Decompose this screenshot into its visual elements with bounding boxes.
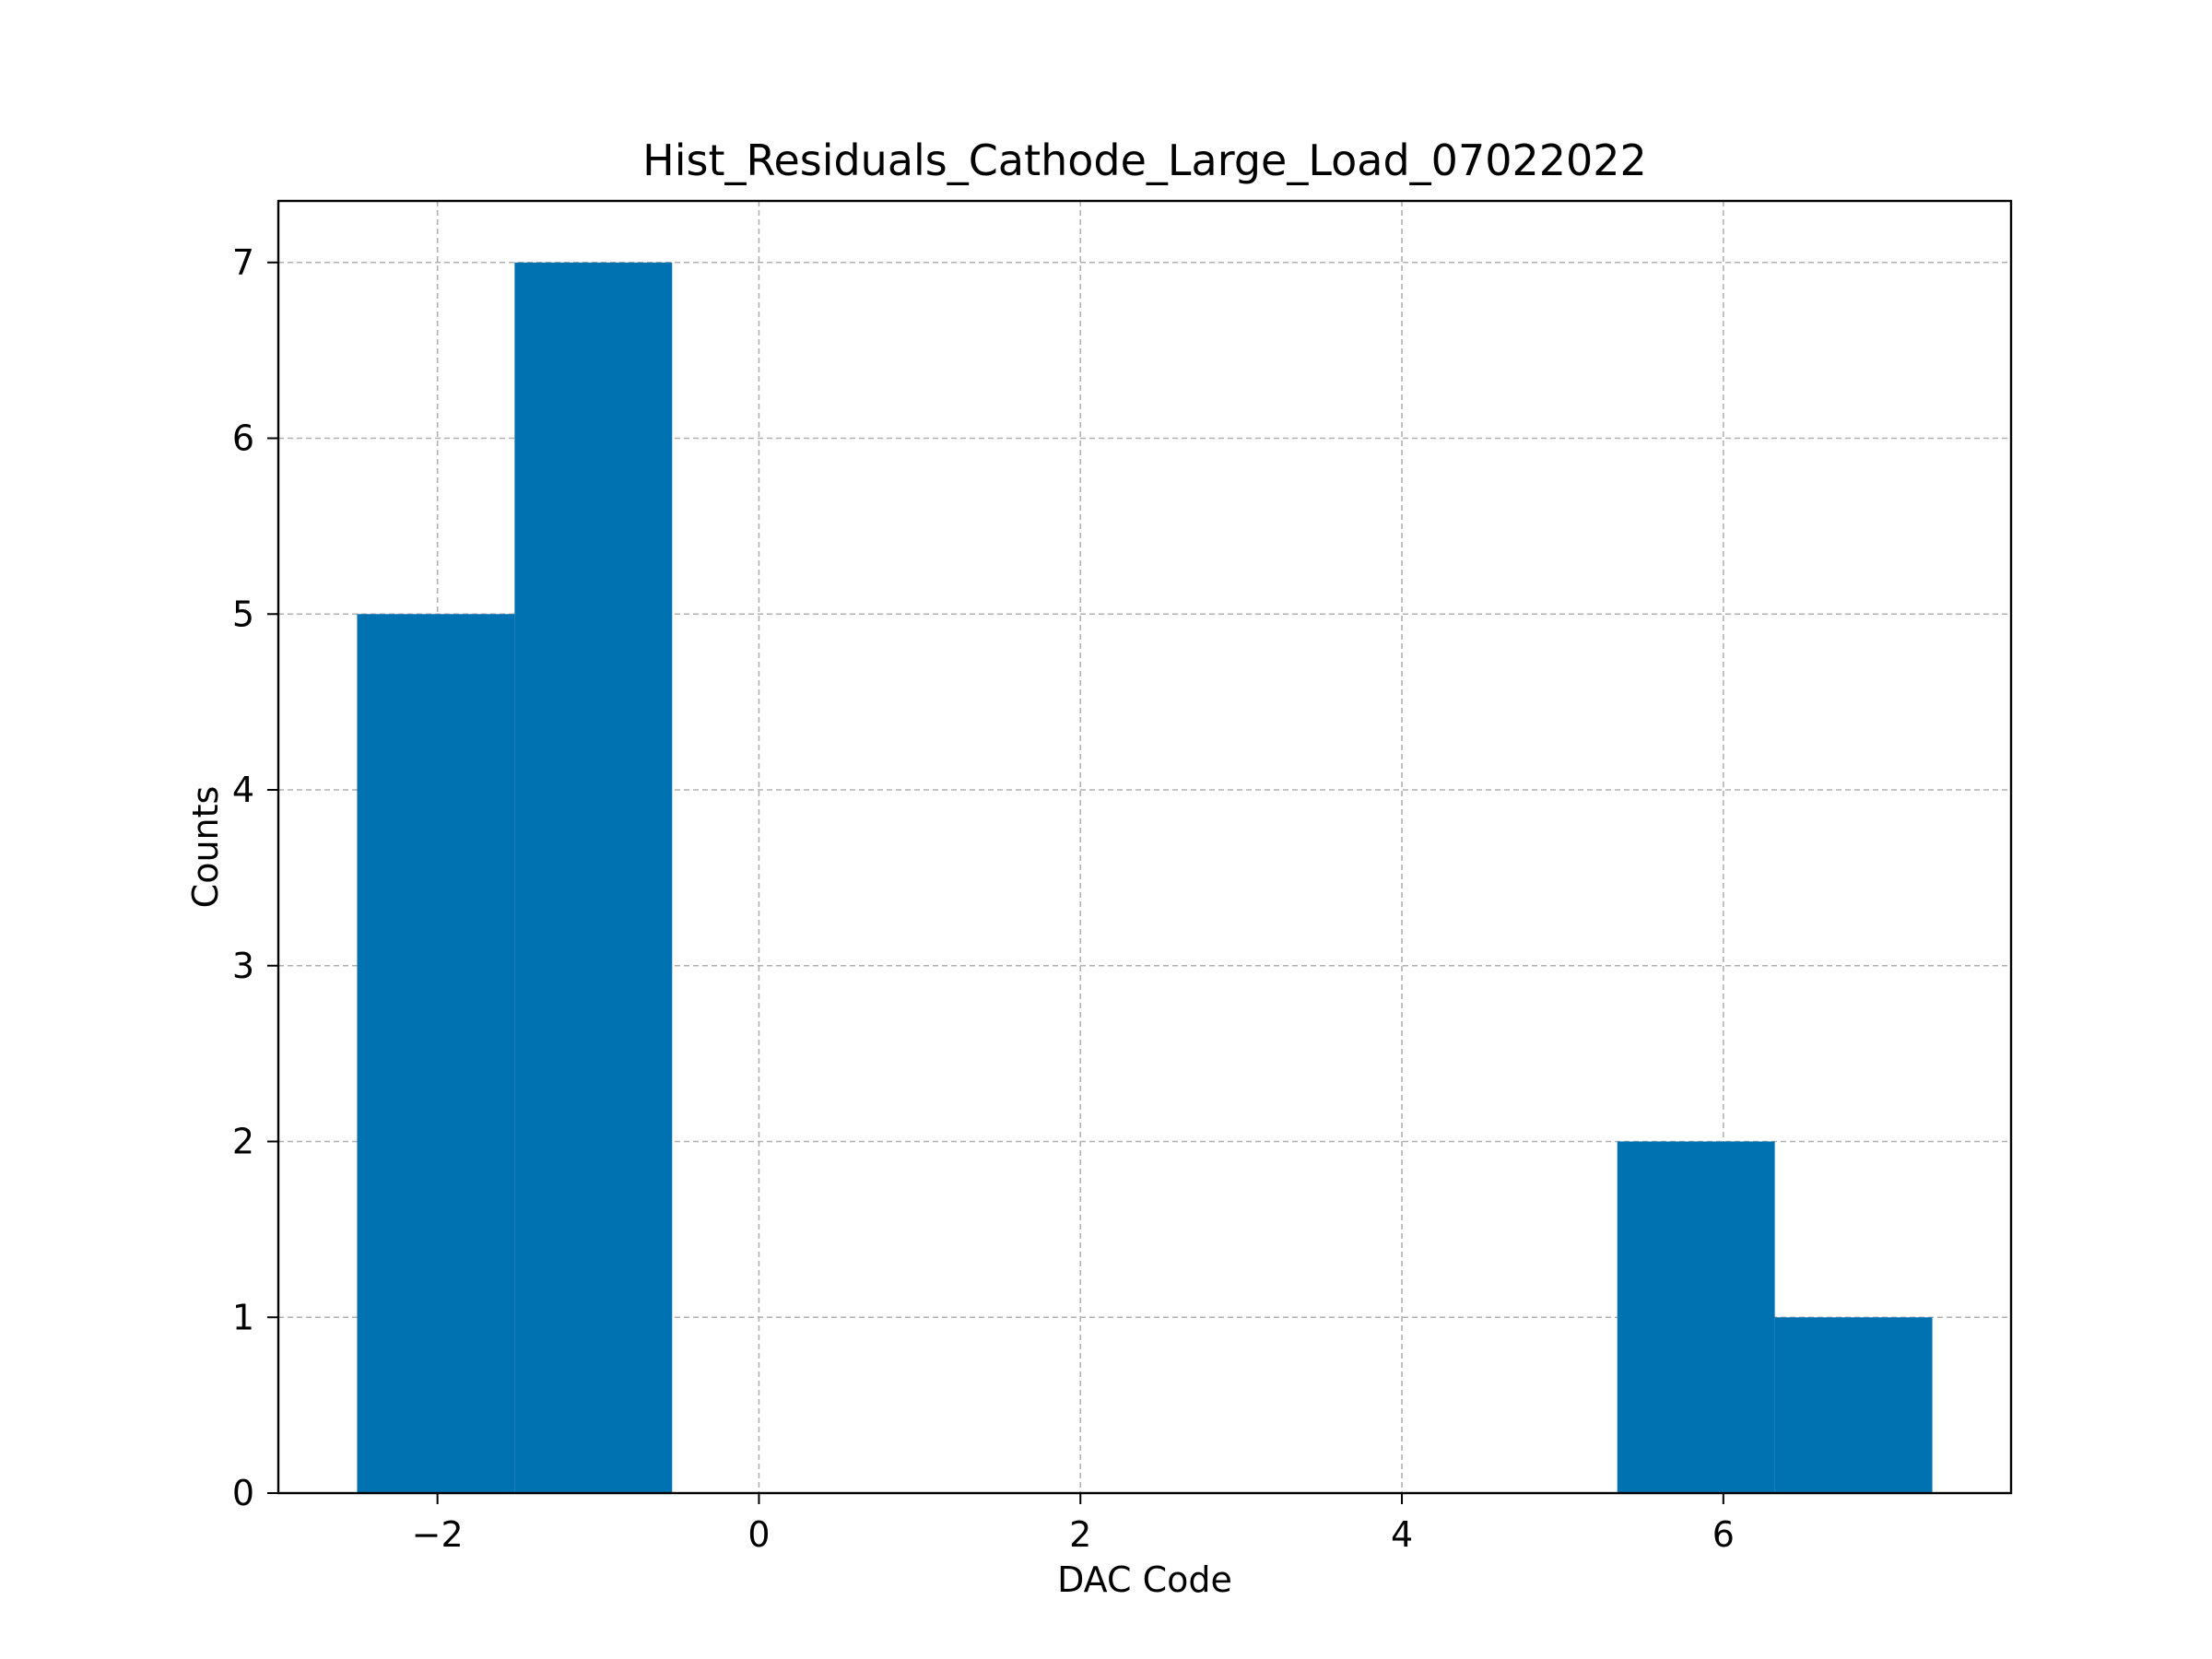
axes-frame <box>276 199 2013 1495</box>
ticks-layer: −2 0 2 4 6 0 1 2 3 4 5 6 7 <box>232 242 1735 1555</box>
chart-title: Hist_Residuals_Cathode_Large_Load_070220… <box>642 135 1647 185</box>
x-axis-label: DAC Code <box>1057 1559 1232 1600</box>
histogram-bar-1 <box>514 262 673 1493</box>
y-tick-label-5: 5 <box>232 594 254 634</box>
y-tick-label-3: 3 <box>232 946 254 986</box>
y-tick-label-0: 0 <box>232 1473 254 1513</box>
histogram-bar-9 <box>1774 1317 1933 1493</box>
bars-layer <box>357 262 1933 1493</box>
x-tick-label-3: 4 <box>1391 1514 1413 1555</box>
y-tick-label-1: 1 <box>232 1297 254 1337</box>
histogram-bar-0 <box>357 614 515 1493</box>
y-tick-label-2: 2 <box>232 1122 254 1162</box>
y-tick-label-6: 6 <box>232 418 254 459</box>
y-tick-label-4: 4 <box>232 770 254 810</box>
x-tick-label-4: 6 <box>1712 1514 1735 1555</box>
x-tick-label-0: −2 <box>412 1514 464 1555</box>
x-tick-label-2: 2 <box>1069 1514 1091 1555</box>
histogram-bar-8 <box>1617 1141 1775 1493</box>
y-axis-label: Counts <box>185 786 226 909</box>
y-tick-label-7: 7 <box>232 242 254 283</box>
x-tick-label-1: 0 <box>747 1514 770 1555</box>
